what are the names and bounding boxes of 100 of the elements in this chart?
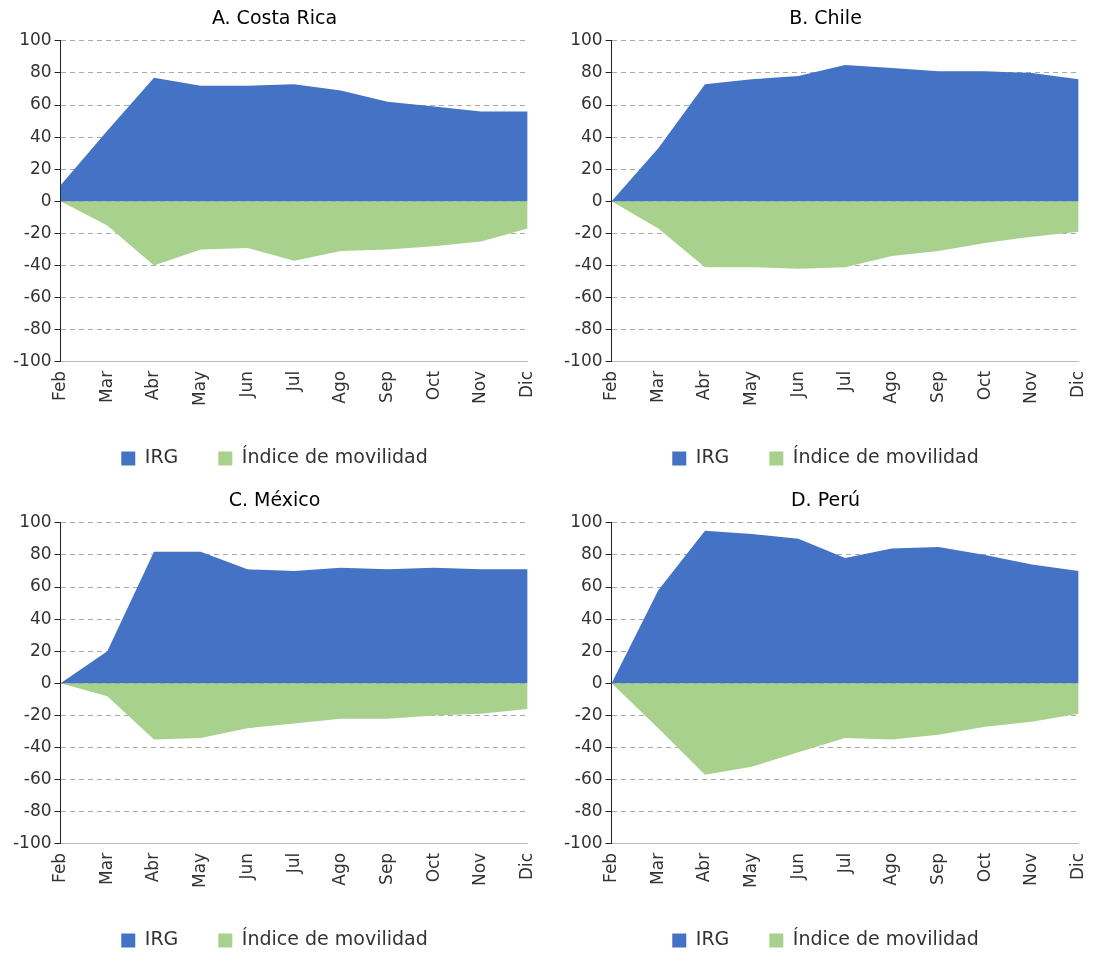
y-tick-label: -20 xyxy=(574,221,603,242)
x-tick-label: Jul xyxy=(833,852,854,875)
x-tick-label: Feb xyxy=(49,852,69,883)
y-tick-label: 60 xyxy=(580,93,603,114)
y-tick-label: 40 xyxy=(580,607,603,628)
x-tick-label: Sep xyxy=(375,370,396,403)
y-tick-label: -80 xyxy=(574,318,603,339)
y-tick-label: -60 xyxy=(574,768,603,789)
y-tick-label: -20 xyxy=(574,703,603,724)
x-tick-label: Mar xyxy=(646,370,667,403)
x-tick-label: May xyxy=(740,370,761,407)
y-tick-label: 20 xyxy=(580,157,603,178)
x-tick-label: Mar xyxy=(95,852,116,885)
x-tick-label: Ago xyxy=(329,852,350,886)
y-tick-label: -40 xyxy=(574,253,603,274)
y-tick-label: -40 xyxy=(23,253,52,274)
x-tick-label: May xyxy=(189,370,210,407)
y-tick-label: 100 xyxy=(19,511,52,532)
y-tick-label: 0 xyxy=(591,189,603,210)
chart-title: D. Perú xyxy=(790,488,861,511)
chart-title: B. Chile xyxy=(789,6,862,29)
x-tick-label: Abr xyxy=(142,370,163,401)
y-tick-label: 0 xyxy=(40,671,52,692)
x-tick-label: Ago xyxy=(880,370,901,404)
x-tick-label: Sep xyxy=(375,852,396,885)
x-tick-label: Oct xyxy=(422,370,443,401)
y-tick-label: -100 xyxy=(12,350,52,371)
legend-label: IRG xyxy=(695,445,730,468)
x-tick-label: Nov xyxy=(1020,852,1041,887)
x-tick-label: Dic xyxy=(1067,370,1088,399)
y-tick-label: -80 xyxy=(574,800,603,821)
x-tick-label: Jun xyxy=(786,852,807,881)
y-tick-label: -80 xyxy=(23,800,52,821)
legend-label: Índice de movilidad xyxy=(241,927,428,950)
y-tick-label: -60 xyxy=(574,286,603,307)
x-tick-label: Jun xyxy=(235,370,256,399)
y-tick-label: 20 xyxy=(29,157,52,178)
x-tick-label: Nov xyxy=(1020,370,1041,405)
y-tick-label: 0 xyxy=(591,671,603,692)
legend-label: Índice de movilidad xyxy=(241,445,428,468)
y-tick-label: 40 xyxy=(29,125,52,146)
x-tick-label: May xyxy=(740,852,761,889)
y-tick-label: 40 xyxy=(29,607,52,628)
x-tick-label: Oct xyxy=(422,852,443,883)
x-tick-label: Ago xyxy=(329,370,350,404)
x-tick-label: Mar xyxy=(646,852,667,885)
x-tick-label: Oct xyxy=(973,370,994,401)
y-tick-label: -60 xyxy=(23,768,52,789)
y-tick-label: 60 xyxy=(580,575,603,596)
x-tick-label: Abr xyxy=(693,852,714,883)
y-tick-label: 80 xyxy=(29,543,52,564)
y-tick-label: 60 xyxy=(29,93,52,114)
x-tick-label: Abr xyxy=(693,370,714,401)
x-tick-label: Mar xyxy=(95,370,116,403)
x-tick-label: Dic xyxy=(516,370,537,399)
y-tick-label: 60 xyxy=(29,575,52,596)
y-tick-label: 40 xyxy=(580,125,603,146)
y-tick-label: 100 xyxy=(19,29,52,50)
x-tick-label: Jul xyxy=(282,852,303,875)
x-tick-label: Sep xyxy=(926,370,947,403)
y-tick-label: 80 xyxy=(580,61,603,82)
legend-label: IRG xyxy=(695,927,730,950)
legend-label: Índice de movilidad xyxy=(792,927,979,950)
x-tick-label: Jul xyxy=(833,370,854,393)
legend-label: IRG xyxy=(144,445,179,468)
y-tick-label: 80 xyxy=(29,61,52,82)
y-tick-label: 100 xyxy=(570,29,603,50)
x-tick-label: Jul xyxy=(282,370,303,393)
y-tick-label: 20 xyxy=(29,639,52,660)
x-tick-label: Nov xyxy=(469,852,490,887)
x-tick-label: May xyxy=(189,852,210,889)
x-tick-label: Nov xyxy=(469,370,490,405)
x-tick-label: Ago xyxy=(880,852,901,886)
y-tick-label: -100 xyxy=(563,832,603,853)
y-tick-label: -20 xyxy=(23,221,52,242)
y-tick-label: -40 xyxy=(574,735,603,756)
x-tick-label: Jun xyxy=(235,852,256,881)
y-tick-label: -100 xyxy=(12,832,52,853)
x-tick-label: Sep xyxy=(926,852,947,885)
y-tick-label: 80 xyxy=(580,543,603,564)
x-tick-label: Jun xyxy=(786,370,807,399)
y-tick-label: -100 xyxy=(563,350,603,371)
chart-title: A. Costa Rica xyxy=(211,6,338,29)
x-tick-label: Feb xyxy=(600,370,620,401)
x-tick-label: Feb xyxy=(49,370,69,401)
x-tick-label: Dic xyxy=(1067,852,1088,881)
y-tick-label: -80 xyxy=(23,318,52,339)
x-tick-label: Dic xyxy=(516,852,537,881)
y-tick-label: 20 xyxy=(580,639,603,660)
y-tick-label: -60 xyxy=(23,286,52,307)
y-tick-label: 100 xyxy=(570,511,603,532)
x-tick-label: Abr xyxy=(142,852,163,883)
y-tick-label: -20 xyxy=(23,703,52,724)
chart-title: C. México xyxy=(228,488,321,511)
x-tick-label: Feb xyxy=(600,852,620,883)
y-tick-label: -40 xyxy=(23,735,52,756)
legend-label: IRG xyxy=(144,927,179,950)
legend-label: Índice de movilidad xyxy=(792,445,979,468)
y-tick-label: 0 xyxy=(40,189,52,210)
x-tick-label: Oct xyxy=(973,852,994,883)
